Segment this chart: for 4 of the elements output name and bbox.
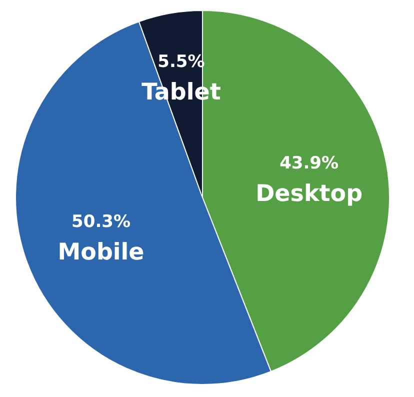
data-label: 50.3%	[72, 212, 131, 232]
slice-label: Mobile	[58, 240, 144, 266]
slice-label: Desktop	[256, 181, 363, 208]
data-label: 43.9%	[280, 154, 339, 174]
